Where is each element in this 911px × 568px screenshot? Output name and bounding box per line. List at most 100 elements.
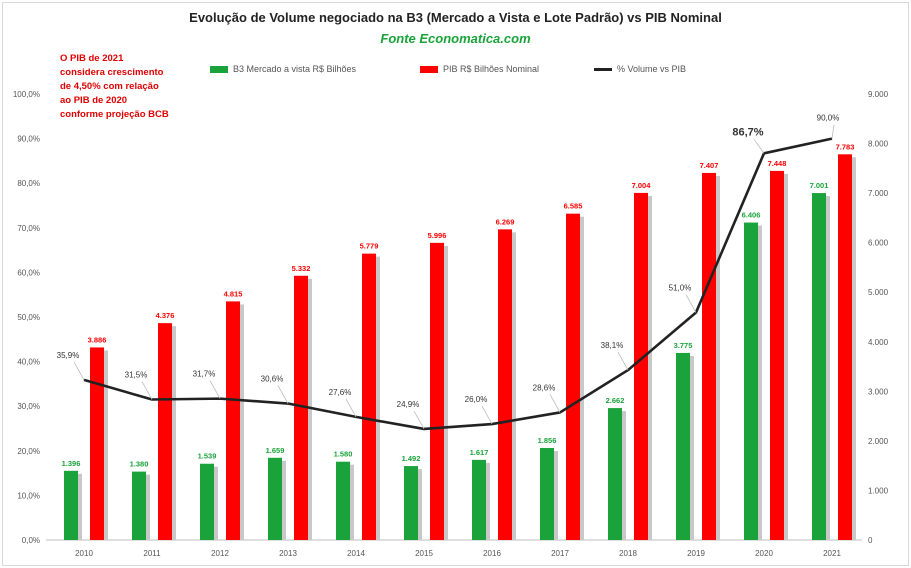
bar-volume — [336, 461, 350, 540]
left-tick-label: 0,0% — [22, 536, 40, 545]
point-label-leader — [617, 351, 629, 371]
left-tick-label: 40,0% — [17, 358, 40, 367]
point-label-leader — [209, 380, 221, 399]
right-tick-label: 6.000 — [868, 239, 889, 248]
x-tick-label: 2010 — [75, 549, 93, 558]
bar-volume — [540, 448, 554, 540]
legend-swatch-green — [210, 65, 228, 73]
bar-volume — [472, 459, 486, 540]
bar-volume — [404, 466, 418, 540]
x-tick-label: 2016 — [483, 549, 501, 558]
pib-note-line: O PIB de 2021 — [60, 53, 124, 64]
point-label-ratio: 86,7% — [732, 126, 763, 138]
point-label-ratio: 90,0% — [817, 114, 840, 123]
bar-pib — [634, 192, 648, 540]
bar-volume — [812, 193, 826, 540]
bar-pib-label: 7.783 — [836, 142, 855, 151]
bar-volume-label: 1.617 — [470, 448, 489, 457]
pib-note: O PIB de 2021 considera crescimento de 4… — [60, 52, 230, 122]
bar-pib-label: 6.269 — [496, 217, 515, 226]
point-label-ratio: 31,5% — [125, 371, 148, 380]
left-tick-label: 10,0% — [17, 491, 40, 500]
left-tick-label: 20,0% — [17, 447, 40, 456]
legend-item-ratio: % Volume vs PIB — [594, 64, 686, 74]
x-tick-label: 2012 — [211, 549, 229, 558]
x-tick-label: 2021 — [823, 549, 841, 558]
pib-note-line: de 4,50% com relação — [60, 81, 159, 92]
legend-line-swatch — [594, 67, 612, 71]
chart-source: Fonte Economatica.com — [380, 31, 531, 46]
right-tick-label: 2.000 — [868, 437, 889, 446]
bar-volume — [676, 352, 690, 540]
bar-pib — [294, 275, 308, 540]
right-tick-label: 0 — [868, 536, 873, 545]
x-tick-label: 2014 — [347, 549, 365, 558]
bar-pib-label: 7.448 — [768, 159, 787, 168]
legend-label: B3 Mercado a vista R$ Bilhões — [233, 64, 357, 74]
bar-pib-label: 5.332 — [292, 264, 311, 273]
left-tick-label: 80,0% — [17, 179, 40, 188]
bar-pib — [498, 229, 512, 540]
bar-volume-label: 1.856 — [538, 436, 557, 445]
bar-pib-label: 4.815 — [224, 289, 243, 298]
point-label-leader — [413, 410, 425, 430]
point-label-ratio: 51,0% — [669, 284, 692, 293]
point-label-ratio: 35,9% — [57, 351, 80, 360]
pib-note-line: conforme projeção BCB — [60, 109, 169, 120]
bar-volume — [268, 457, 282, 540]
right-tick-label: 1.000 — [868, 486, 889, 495]
legend-item-pib: PIB R$ Bilhões Nominal — [420, 64, 539, 74]
bar-pib-label: 7.004 — [632, 181, 652, 190]
x-tick-label: 2020 — [755, 549, 773, 558]
bar-volume-label: 1.396 — [62, 459, 81, 468]
point-label-ratio: 30,6% — [261, 375, 284, 384]
x-tick-label: 2015 — [415, 549, 433, 558]
left-tick-label: 70,0% — [17, 224, 40, 233]
right-tick-label: 5.000 — [868, 288, 889, 297]
bar-pib-label: 7.407 — [700, 161, 719, 170]
x-tick-label: 2011 — [143, 549, 161, 558]
point-label-ratio: 28,6% — [533, 383, 556, 392]
bar-volume-label: 1.580 — [334, 450, 353, 459]
bar-volume-label: 3.775 — [674, 341, 693, 350]
bar-volume — [744, 222, 758, 540]
left-tick-label: 30,0% — [17, 402, 40, 411]
point-label-ratio: 26,0% — [465, 395, 488, 404]
point-label-leader — [277, 385, 289, 404]
bar-volume-label: 6.406 — [742, 211, 761, 220]
bar-pib — [838, 154, 852, 540]
bar-volume — [200, 463, 214, 540]
x-tick-label: 2017 — [551, 549, 569, 558]
left-tick-label: 100,0% — [13, 90, 40, 99]
bar-pib — [362, 253, 376, 540]
bar-pib — [566, 213, 580, 540]
right-tick-label: 8.000 — [868, 140, 889, 149]
left-tick-label: 90,0% — [17, 135, 40, 144]
point-label-leader — [685, 294, 697, 313]
right-tick-label: 9.000 — [868, 90, 889, 99]
point-label-leader — [831, 124, 835, 139]
right-tick-label: 7.000 — [868, 189, 889, 198]
bar-volume-label: 1.492 — [402, 454, 421, 463]
x-tick-label: 2018 — [619, 549, 637, 558]
bar-pib — [430, 242, 444, 541]
bar-volume — [608, 408, 622, 540]
legend-label: PIB R$ Bilhões Nominal — [443, 64, 540, 74]
chart-title: Evolução de Volume negociado na B3 (Merc… — [189, 10, 722, 25]
point-label-ratio: 31,7% — [193, 370, 216, 379]
x-tick-label: 2019 — [687, 549, 705, 558]
x-tick-label: 2013 — [279, 549, 297, 558]
legend-item-volume: B3 Mercado a vista R$ Bilhões — [210, 64, 356, 74]
bar-pib-label: 4.376 — [156, 311, 175, 320]
point-label-leader — [345, 398, 357, 418]
left-tick-label: 60,0% — [17, 268, 40, 277]
series-line-ratio — [83, 137, 833, 431]
bar-pib — [770, 170, 784, 540]
point-label-leader — [73, 361, 85, 381]
point-label-ratio: 24,9% — [397, 400, 420, 409]
legend-label: % Volume vs PIB — [617, 64, 687, 74]
bar-volume-label: 1.380 — [130, 460, 149, 469]
point-label-leader — [481, 405, 493, 425]
